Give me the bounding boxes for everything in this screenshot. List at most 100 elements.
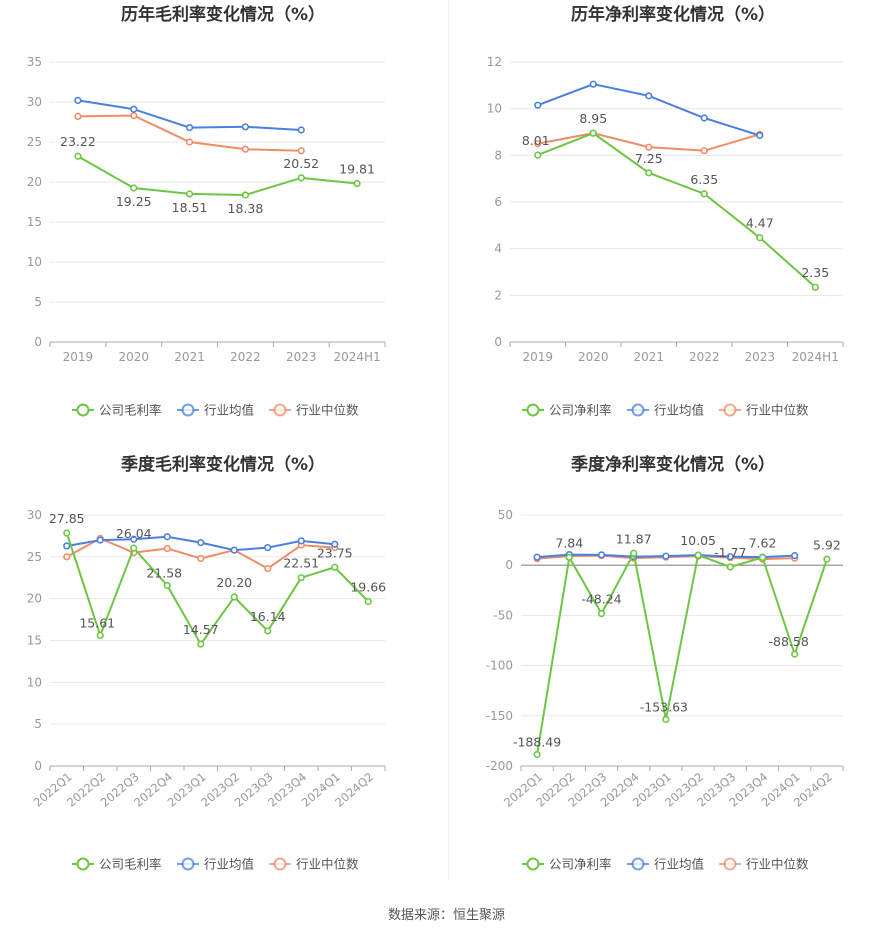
- data-label: 21.58: [146, 565, 182, 580]
- y-tick-label: 15: [27, 634, 42, 648]
- data-point: [758, 553, 767, 562]
- data-label: -88.58: [769, 634, 809, 649]
- data-label: 4.47: [746, 216, 774, 231]
- data-point: [63, 553, 71, 561]
- data-point: [230, 546, 238, 554]
- data-label: 20.52: [283, 156, 319, 171]
- data-point: [163, 581, 171, 590]
- y-tick-label: 2: [494, 288, 502, 302]
- x-tick-label: 2024H1: [792, 350, 839, 364]
- data-source-note: 数据来源：恒生聚源: [387, 908, 505, 923]
- data-point: [130, 111, 138, 120]
- data-point: [565, 553, 573, 561]
- data-point: [130, 544, 138, 552]
- chart-annual-net-margin: 历年净利率变化情况（%） 0 2 4 6 8 10 12 2019 2020 2021 2022 202…: [487, 4, 844, 418]
- data-point: [185, 190, 194, 198]
- legend-label: 行业均值: [654, 857, 704, 872]
- data-point: [130, 184, 138, 192]
- legend-swatch-marker: [181, 857, 195, 871]
- data-point: [331, 563, 339, 571]
- data-point: [74, 96, 82, 104]
- data-label: 7.25: [635, 151, 663, 166]
- data-point: [241, 123, 250, 131]
- chart-annual-gross-margin: 历年毛利率变化情况（%） 0 5 10 15 20 25 30 35 2019 2020 2021 20…: [27, 4, 386, 418]
- data-label: -48.24: [581, 592, 621, 607]
- data-label: -188.49: [513, 734, 561, 749]
- legend-label: 行业中位数: [746, 857, 809, 872]
- chart-title: 历年净利率变化情况（%）: [571, 4, 775, 25]
- data-point: [130, 105, 138, 113]
- legend-item: 公司毛利率: [72, 403, 162, 418]
- data-point: [185, 138, 194, 146]
- legend-item: 公司毛利率: [72, 857, 162, 872]
- y-tick-label: 25: [27, 135, 42, 149]
- legend-swatch-marker: [76, 857, 90, 871]
- x-tick-label: 2023: [744, 350, 775, 364]
- data-label: 5.92: [813, 537, 841, 552]
- x-tick-label: 2020: [118, 350, 149, 364]
- data-point: [264, 544, 272, 552]
- data-point: [756, 234, 764, 242]
- data-point: [163, 533, 171, 541]
- y-tick-label: 10: [27, 255, 42, 269]
- y-tick-label: -50: [493, 608, 513, 622]
- data-point: [185, 123, 194, 132]
- data-point: [297, 537, 305, 545]
- y-tick-label: -150: [486, 709, 513, 723]
- data-point: [74, 112, 82, 120]
- data-point: [63, 529, 71, 537]
- legend-item: 行业中位数: [269, 857, 359, 872]
- y-tick-label: 0: [34, 335, 42, 349]
- data-point: [811, 283, 819, 291]
- y-tick-label: 20: [27, 175, 42, 189]
- legend-label: 公司净利率: [549, 857, 612, 872]
- x-tick-label: 2021: [633, 350, 664, 364]
- data-label: 23.75: [317, 545, 353, 560]
- x-tick-label: 2021: [174, 350, 205, 364]
- series-line: [65, 532, 369, 646]
- data-point: [331, 540, 339, 548]
- y-tick-label: 5: [34, 295, 42, 309]
- y-tick-label: 15: [27, 215, 42, 229]
- chart-title: 历年毛利率变化情况（%）: [121, 4, 325, 25]
- data-point: [96, 536, 104, 544]
- y-tick-label: 30: [27, 95, 42, 109]
- data-point: [700, 147, 708, 155]
- series-line: [537, 132, 816, 288]
- x-tick-label: 2024Q2: [332, 770, 376, 810]
- data-label: 7.62: [749, 536, 777, 551]
- data-point: [96, 631, 104, 639]
- y-tick-label: 4: [494, 242, 502, 256]
- data-label: 6.35: [690, 172, 718, 187]
- data-point: [645, 143, 653, 151]
- y-tick-label: 0: [34, 759, 42, 773]
- data-label: 2.35: [801, 265, 829, 280]
- legend-swatch-marker: [181, 403, 195, 417]
- series-line: [537, 83, 761, 137]
- data-point: [534, 151, 542, 159]
- data-point: [264, 564, 272, 573]
- legend-swatch-marker: [76, 403, 90, 417]
- data-point: [197, 554, 205, 563]
- data-label: 8.95: [579, 111, 607, 126]
- y-tick-label: 6: [494, 195, 502, 209]
- series-line: [77, 155, 358, 196]
- legend-item: 行业中位数: [719, 403, 809, 418]
- data-point: [694, 551, 702, 559]
- data-label: 10.05: [680, 533, 716, 548]
- legend-item: 行业中位数: [269, 403, 359, 418]
- data-point: [645, 169, 653, 177]
- data-label: 20.20: [216, 575, 252, 590]
- data-point: [726, 563, 734, 571]
- data-label: 16.14: [250, 609, 286, 624]
- legend-swatch-marker: [631, 403, 645, 417]
- legend-item: 公司净利率: [522, 403, 612, 418]
- chart-quarterly-gross-margin: 季度毛利率变化情况（%）0510152025302022Q12022Q22022…: [27, 454, 386, 872]
- chart-title: 季度毛利率变化情况（%）: [121, 454, 325, 475]
- x-tick-label: 2019: [63, 350, 94, 364]
- x-tick-label: 2023: [286, 350, 317, 364]
- data-label: 23.22: [60, 134, 96, 149]
- legend-label: 行业中位数: [296, 403, 359, 418]
- data-label: 22.51: [283, 556, 319, 571]
- x-tick-label: 2019: [522, 350, 553, 364]
